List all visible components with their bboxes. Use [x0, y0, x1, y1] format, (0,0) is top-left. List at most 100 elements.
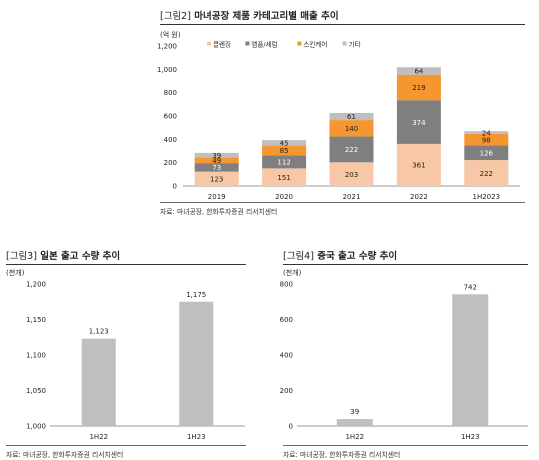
- figure2-data-label: 361: [412, 162, 425, 170]
- figure2-bar-segment: [464, 131, 509, 134]
- figure4-y-tick-label: 400: [280, 352, 293, 360]
- figure3-title-text: 일본 출고 수량 추이: [40, 251, 121, 262]
- figure2-unit-label: (억 원): [160, 30, 181, 39]
- figure2-legend-swatch: [245, 41, 250, 46]
- figure2-data-label: 374: [412, 119, 426, 127]
- figure2-y-tick-label: 0: [173, 183, 177, 191]
- figure2-data-label: 219: [412, 84, 425, 92]
- figure2-bar-segment: [194, 157, 239, 164]
- figure3-x-tick-label: 1H23: [187, 433, 206, 441]
- figure4-tag: [그림4]: [283, 251, 314, 262]
- figure4-y-tick-label: 600: [280, 316, 293, 324]
- figure2-bottom-rule: [160, 202, 525, 203]
- figure3-y-tick-label: 1,150: [26, 316, 46, 324]
- figure2-legend-label: 기타: [349, 40, 361, 49]
- figure3-title-rule: [6, 264, 246, 265]
- figure2-x-tick-label: 2019: [208, 193, 226, 201]
- figure3-data-label: 1,175: [186, 291, 206, 299]
- figure4-y-tick-label: 0: [289, 423, 293, 431]
- figure2-bar-segment: [329, 162, 374, 186]
- figure2-data-label: 151: [277, 174, 290, 182]
- figure2-data-label: 45: [280, 139, 289, 147]
- figure2-bar-segment: [262, 155, 307, 169]
- figure3-source: 자료: 마녀공장, 한화투자증권 리서치센터: [6, 451, 124, 459]
- figure4-x-tick-label: 1H23: [461, 433, 480, 441]
- figure4-y-tick-label: 200: [280, 387, 293, 395]
- figure2-bar-segment: [262, 140, 307, 146]
- figure2-data-label: 64: [414, 68, 423, 76]
- figure2-bar-segment: [396, 143, 441, 186]
- figure4-data-label: 39: [350, 408, 359, 416]
- figure3-y-tick-label: 1,200: [26, 281, 46, 289]
- figure2-y-tick-label: 800: [164, 89, 177, 97]
- figure2-bar-segment: [329, 120, 374, 137]
- figure2-chart: (억 원) 0 200 400 600 800 1,000 1,200 클렌징 앰플/세럼 스킨케어…: [157, 30, 520, 201]
- figure2-y-tick-label: 600: [164, 113, 177, 121]
- figure4-source: 자료: 마녀공장, 한화투자증권 리서치센터: [283, 451, 401, 459]
- figure2-data-label: 112: [277, 159, 290, 167]
- figure2-bar-segment: [194, 171, 239, 186]
- figure2-x-tick-label: 2020: [275, 193, 293, 201]
- figure2-data-label: 39: [212, 152, 221, 160]
- figure2-bar-segment: [194, 152, 239, 158]
- figure2-legend-swatch: [342, 41, 347, 46]
- figure4-unit-label: (천개): [283, 268, 302, 277]
- figure2-legend-label: 클렌징: [213, 40, 231, 49]
- figure3-bar: [179, 301, 214, 426]
- figure4-x-tick-label: 1H22: [345, 433, 364, 441]
- figure2-data-label: 61: [347, 113, 356, 121]
- figure2-bar-segment: [262, 168, 307, 186]
- figure3-title: [그림3] 일본 출고 수량 추이: [6, 248, 120, 262]
- figure2-data-label: 73: [212, 164, 221, 172]
- figure4-data-label: 742: [464, 283, 477, 291]
- figure2-title-rule: [160, 24, 525, 25]
- figure3-chart: (천개) 1,000 1,050 1,100 1,150 1,200 1,123 1H22 1,…: [6, 268, 245, 441]
- figure2-data-label: 49: [212, 157, 221, 165]
- figure2-tag: [그림2]: [160, 11, 191, 22]
- figure3-tag: [그림3]: [6, 251, 37, 262]
- figure2-bar-segment: [464, 133, 509, 146]
- figure2-bar-segment: [194, 163, 239, 172]
- figure2-data-label: 140: [345, 125, 358, 133]
- figure2-x-tick-label: 1H2023: [473, 193, 501, 201]
- figure2-data-label: 203: [345, 171, 358, 179]
- figure2-y-tick-label: 400: [164, 136, 177, 144]
- figure2-legend-swatch: [207, 41, 211, 46]
- figure2-bar-segment: [329, 112, 374, 121]
- figure3-bar: [81, 338, 116, 426]
- figure2-bar-segment: [396, 100, 441, 144]
- figure4-bottom-rule: [283, 445, 528, 446]
- figure2-y-tick-label: 200: [164, 159, 177, 167]
- figure2-data-label: 85: [280, 147, 289, 155]
- figure2-title-text: 마녀공장 제품 카테고리별 매출 추이: [194, 11, 339, 22]
- figure4-y-tick-label: 800: [280, 281, 293, 289]
- figure2-legend-swatch: [297, 41, 302, 46]
- figure2-legend-label: 앰플/세럼: [251, 40, 277, 49]
- figure3-x-tick-label: 1H22: [89, 433, 108, 441]
- figure2-bar-segment: [396, 74, 441, 101]
- figure2-data-label: 222: [480, 170, 493, 178]
- figure2-y-tick-label: 1,000: [157, 66, 177, 74]
- figure2-data-label: 123: [210, 176, 223, 184]
- figure3-y-tick-label: 1,000: [26, 423, 46, 431]
- figure2-bar-segment: [262, 145, 307, 156]
- figure2-y-tick-label: 1,200: [157, 43, 177, 51]
- figure2-data-label: 24: [482, 129, 491, 137]
- figure4-bar: [452, 294, 489, 426]
- figure2-bar-segment: [396, 67, 441, 75]
- figure2-data-label: 222: [345, 146, 358, 154]
- figure4-title-text: 중국 출고 수량 추이: [317, 251, 398, 262]
- figure2-bar-segment: [329, 136, 374, 163]
- figure2-legend-label: 스킨케어: [303, 40, 327, 49]
- figure2-source: 자료: 마녀공장, 한화투자증권 리서치센터: [160, 208, 278, 216]
- figure2-x-tick-label: 2022: [410, 193, 428, 201]
- figure2-data-label: 98: [482, 136, 491, 144]
- figure3-data-label: 1,123: [89, 328, 109, 336]
- figure4-bar: [336, 419, 373, 426]
- figure3-y-tick-label: 1,050: [26, 387, 46, 395]
- figure3-unit-label: (천개): [6, 268, 25, 277]
- figure3-bottom-rule: [6, 445, 246, 446]
- figure2-bar-segment: [464, 160, 509, 186]
- figure3-y-tick-label: 1,100: [26, 352, 46, 360]
